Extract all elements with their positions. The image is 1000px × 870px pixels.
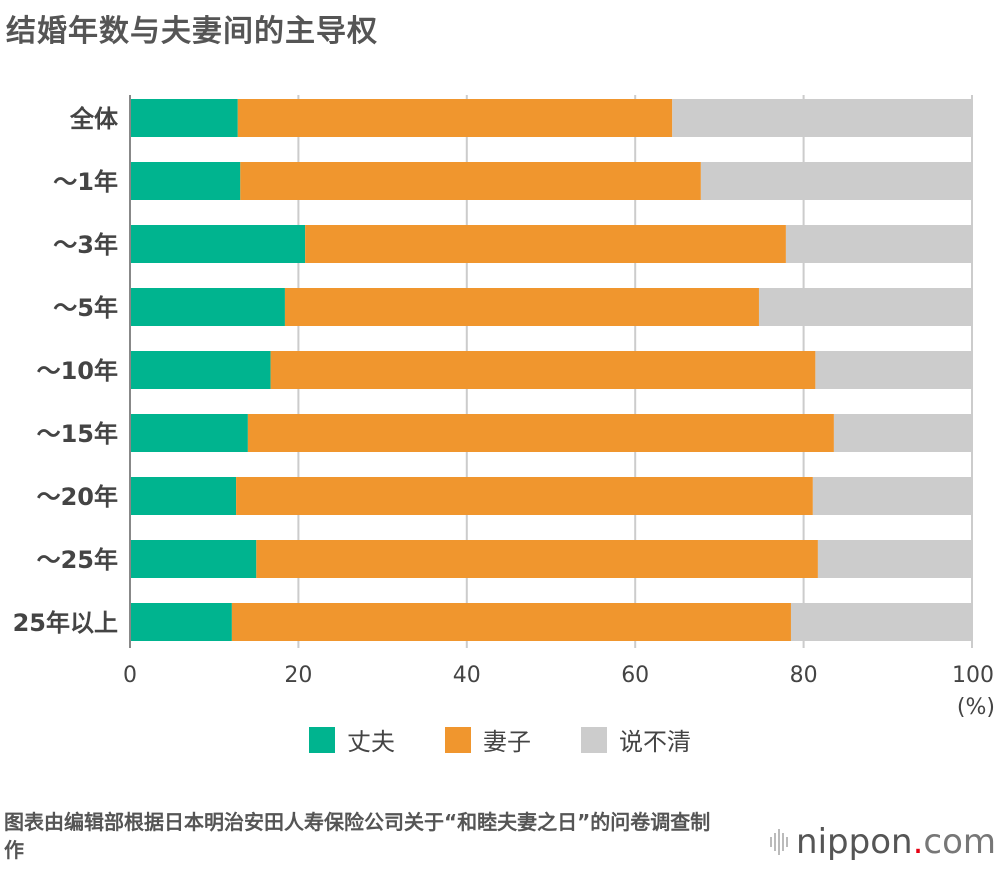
legend: 丈夫 妻子 说不清 bbox=[0, 722, 1000, 757]
bar-segment bbox=[236, 477, 813, 515]
bar-segment bbox=[247, 414, 834, 452]
bar-segment bbox=[815, 351, 972, 389]
legend-label: 丈夫 bbox=[347, 728, 395, 756]
bar-segment bbox=[270, 351, 816, 389]
source-note: 图表由编辑部根据日本明治安田人寿保险公司关于“和睦夫妻之日”的问卷调查制作 bbox=[4, 810, 711, 862]
bar-segment bbox=[790, 603, 972, 641]
x-tick-label: 40 bbox=[453, 663, 481, 688]
legend-swatch bbox=[581, 726, 607, 753]
bar-segment bbox=[130, 99, 238, 137]
bar-segment bbox=[130, 162, 241, 200]
legend-item: 妻子 bbox=[445, 722, 531, 757]
bar-segment bbox=[130, 288, 285, 326]
bar-segment bbox=[284, 288, 759, 326]
x-tick-label: 0 bbox=[123, 663, 137, 688]
bar-segment bbox=[240, 162, 701, 200]
bar-segment bbox=[758, 288, 972, 326]
bar-segment bbox=[237, 99, 673, 137]
x-unit-label: (%) bbox=[957, 695, 995, 720]
logo-mark-icon bbox=[770, 829, 789, 855]
bar-segment bbox=[130, 603, 232, 641]
logo-name: nippon bbox=[796, 822, 913, 862]
nippon-logo: nippon. com bbox=[770, 822, 996, 862]
category-label: 25年以上 bbox=[13, 609, 118, 637]
bar-segment bbox=[817, 540, 972, 578]
x-tick-label: 80 bbox=[790, 663, 818, 688]
bar-segment bbox=[130, 414, 248, 452]
category-label: ～15年 bbox=[37, 420, 118, 448]
x-tick-label: 60 bbox=[621, 663, 649, 688]
category-label: ～10年 bbox=[37, 357, 118, 385]
x-tick-label: 100 bbox=[952, 663, 994, 688]
legend-item: 丈夫 bbox=[309, 722, 395, 757]
bar-segment bbox=[833, 414, 972, 452]
category-label: ～3年 bbox=[53, 231, 118, 259]
category-label: 全体 bbox=[69, 105, 119, 133]
bar-segment bbox=[130, 540, 257, 578]
chart-title: 结婚年数与夫妻间的主导权 bbox=[6, 14, 378, 49]
legend-swatch bbox=[309, 726, 335, 753]
logo-dot: . bbox=[912, 822, 924, 862]
bar-segment bbox=[785, 225, 972, 263]
bar-segment bbox=[672, 99, 972, 137]
bar-segment bbox=[130, 351, 271, 389]
logo-tld: com bbox=[923, 822, 996, 862]
bar-segment bbox=[812, 477, 972, 515]
bar-segment bbox=[700, 162, 972, 200]
legend-swatch bbox=[445, 726, 471, 753]
category-label: ～20年 bbox=[37, 483, 118, 511]
stacked-bar-chart: 全体 ～1年 ～3年 ～5年 ～10年 ～15年 ～20年 ～25年 25年以上 0 20 40 60 8… bbox=[13, 95, 995, 720]
legend-label: 妻子 bbox=[483, 728, 531, 756]
bar-segment bbox=[305, 225, 786, 263]
category-label: ～25年 bbox=[37, 546, 118, 574]
bar-segment bbox=[130, 477, 237, 515]
bar-segment bbox=[231, 603, 791, 641]
category-label: ～5年 bbox=[53, 294, 118, 322]
bar-segment bbox=[256, 540, 818, 578]
legend-label: 说不清 bbox=[619, 728, 691, 756]
x-tick-label: 20 bbox=[284, 663, 312, 688]
legend-item: 说不清 bbox=[581, 722, 691, 757]
category-label: ～1年 bbox=[53, 168, 118, 196]
bar-segment bbox=[130, 225, 306, 263]
